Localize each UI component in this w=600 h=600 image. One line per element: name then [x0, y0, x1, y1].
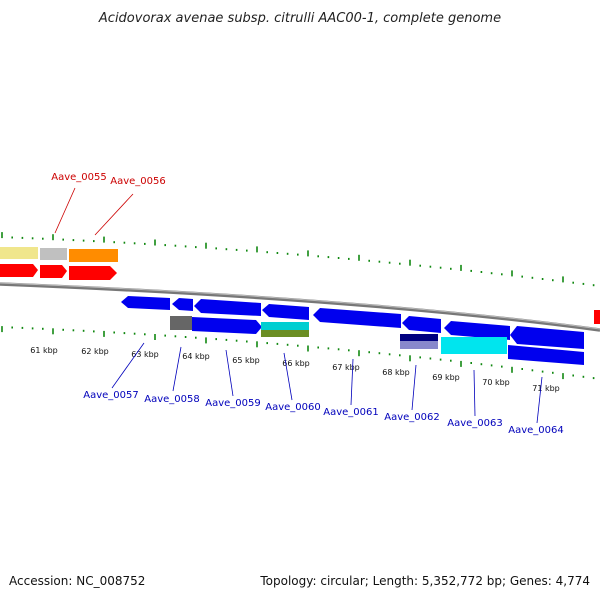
gene-feature	[261, 322, 309, 330]
reverse-gene-labels: Aave_0057 Aave_0058 Aave_0059 Aave_0060 …	[83, 342, 564, 436]
forward-gene-labels: Aave_0055 Aave_0056	[51, 172, 166, 236]
gene-arrow	[40, 265, 67, 278]
kbp-label: 69 kbp	[432, 373, 460, 382]
gene-label-aave-0058[interactable]: Aave_0058	[144, 394, 200, 405]
kbp-label: 70 kbp	[482, 378, 510, 387]
kbp-label: 62 kbp	[81, 347, 109, 356]
kbp-label: 64 kbp	[182, 352, 210, 361]
gene-feature	[594, 310, 600, 324]
kbp-label: 68 kbp	[382, 368, 410, 377]
gene-feature	[400, 334, 438, 341]
gene-arrow	[313, 308, 401, 328]
gene-arrow	[172, 298, 193, 311]
reverse-strand-genes	[121, 296, 584, 365]
gene-feature	[0, 247, 38, 259]
genome-summary-text: Topology: circular; Length: 5,352,772 bp…	[260, 574, 590, 588]
gene-label-aave-0062[interactable]: Aave_0062	[384, 412, 440, 423]
map-title: Acidovorax avenae subsp. citrulli AAC00-…	[98, 11, 501, 26]
gene-feature	[170, 316, 192, 330]
gene-feature	[400, 341, 438, 349]
kbp-labels: 61 kbp 62 kbp 63 kbp 64 kbp 65 kbp 66 kb…	[30, 346, 560, 393]
gene-arrow	[0, 264, 38, 277]
accession-text: Accession: NC_008752	[9, 574, 146, 588]
gene-arrow	[444, 321, 510, 340]
gene-label-aave-0063[interactable]: Aave_0063	[447, 418, 503, 429]
gene-feature	[69, 249, 118, 262]
kbp-label: 61 kbp	[30, 346, 58, 355]
gene-label-aave-0056[interactable]: Aave_0056	[110, 176, 166, 187]
gene-label-aave-0064[interactable]: Aave_0064	[508, 425, 564, 436]
kbp-label: 71 kbp	[532, 384, 560, 393]
gene-label-aave-0059[interactable]: Aave_0059	[205, 398, 261, 409]
kbp-label: 65 kbp	[232, 356, 260, 365]
genome-backbone	[0, 282, 600, 332]
gene-arrow	[510, 326, 584, 349]
gene-feature	[261, 330, 309, 337]
upper-tick-ring	[1, 232, 595, 287]
gene-feature	[40, 248, 67, 260]
lower-tick-ring	[1, 326, 595, 380]
kbp-label: 66 kbp	[282, 359, 310, 368]
forward-strand-genes	[0, 247, 600, 324]
gene-arrow	[121, 296, 170, 310]
kbp-label: 63 kbp	[131, 350, 159, 359]
gene-arrow	[402, 316, 441, 333]
gene-feature	[441, 337, 507, 354]
gene-arrow	[262, 304, 309, 320]
kbp-label: 67 kbp	[332, 363, 360, 372]
gene-label-aave-0060[interactable]: Aave_0060	[265, 402, 321, 413]
gene-label-aave-0055[interactable]: Aave_0055	[51, 172, 107, 183]
gene-arrow	[69, 266, 117, 280]
gene-label-aave-0057[interactable]: Aave_0057	[83, 390, 139, 401]
gene-arrow	[508, 345, 584, 365]
gene-arrow	[194, 299, 261, 316]
gene-label-aave-0061[interactable]: Aave_0061	[323, 407, 379, 418]
gene-arrow	[192, 317, 262, 334]
